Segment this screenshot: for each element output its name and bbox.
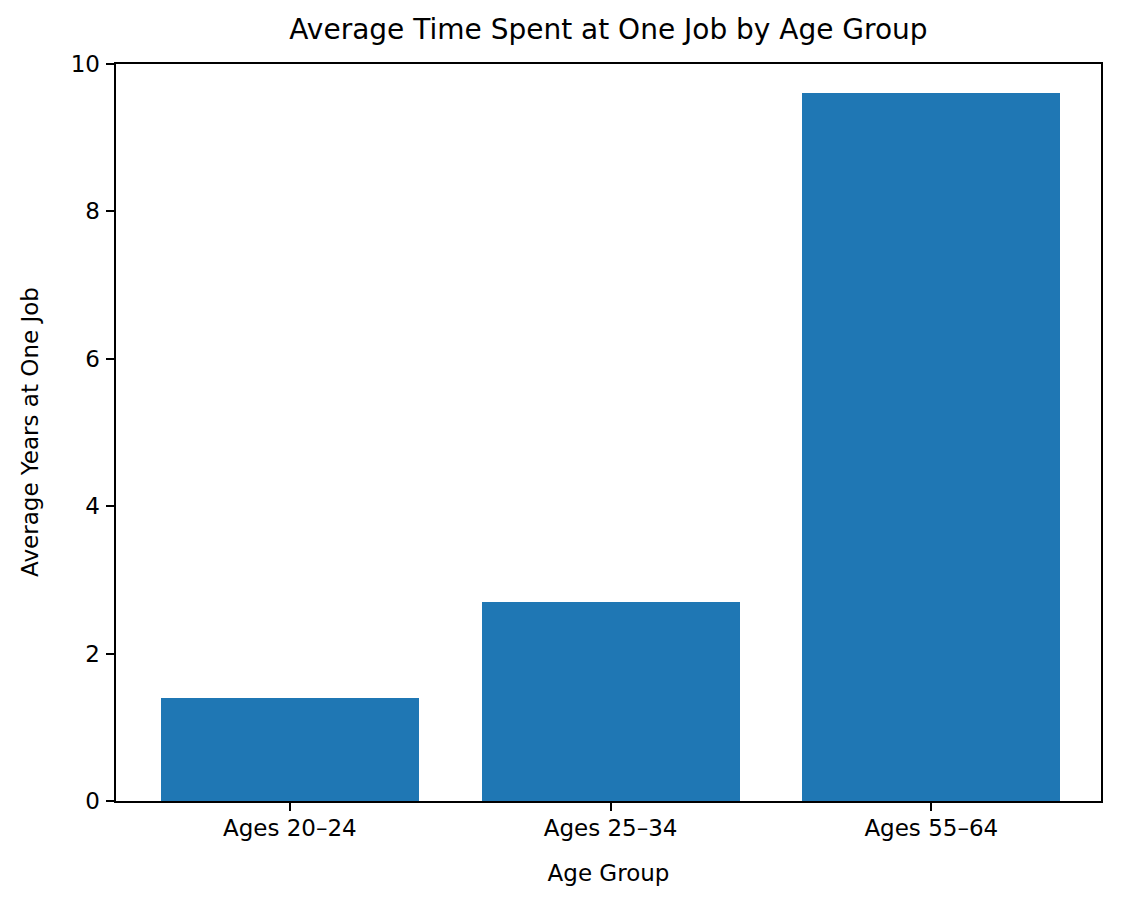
bar-chart-figure: Average Time Spent at One Job by Age Gro… — [0, 0, 1125, 908]
y-tick-label-10: 10 — [71, 53, 100, 76]
y-axis-label: Average Years at One Job — [19, 287, 42, 577]
x-tick-label-ages-20-24: Ages 20–24 — [223, 817, 357, 840]
y-tick-mark-6 — [106, 358, 114, 360]
y-tick-label-2: 2 — [85, 642, 100, 665]
x-axis-label: Age Group — [114, 860, 1103, 888]
y-tick-label-0: 0 — [85, 790, 100, 813]
x-tick-mark-ages-25-34 — [610, 803, 612, 811]
y-tick-mark-8 — [106, 210, 114, 212]
bar-ages-55-64 — [802, 93, 1060, 801]
x-tick-label-ages-25-34: Ages 25–34 — [544, 817, 678, 840]
y-tick-mark-4 — [106, 505, 114, 507]
x-tick-mark-ages-20-24 — [289, 803, 291, 811]
y-tick-label-8: 8 — [85, 200, 100, 223]
y-tick-label-4: 4 — [85, 495, 100, 518]
y-tick-label-6: 6 — [85, 347, 100, 370]
chart-title: Average Time Spent at One Job by Age Gro… — [114, 13, 1103, 47]
x-tick-mark-ages-55-64 — [930, 803, 932, 811]
plot-area: 0246810 Ages 20–24Ages 25–34Ages 55–64 — [114, 62, 1103, 803]
bar-ages-25-34 — [482, 602, 740, 801]
y-tick-mark-2 — [106, 653, 114, 655]
x-tick-label-ages-55-64: Ages 55–64 — [864, 817, 998, 840]
bar-ages-20-24 — [161, 698, 419, 801]
y-tick-mark-10 — [106, 63, 114, 65]
y-tick-mark-0 — [106, 800, 114, 802]
